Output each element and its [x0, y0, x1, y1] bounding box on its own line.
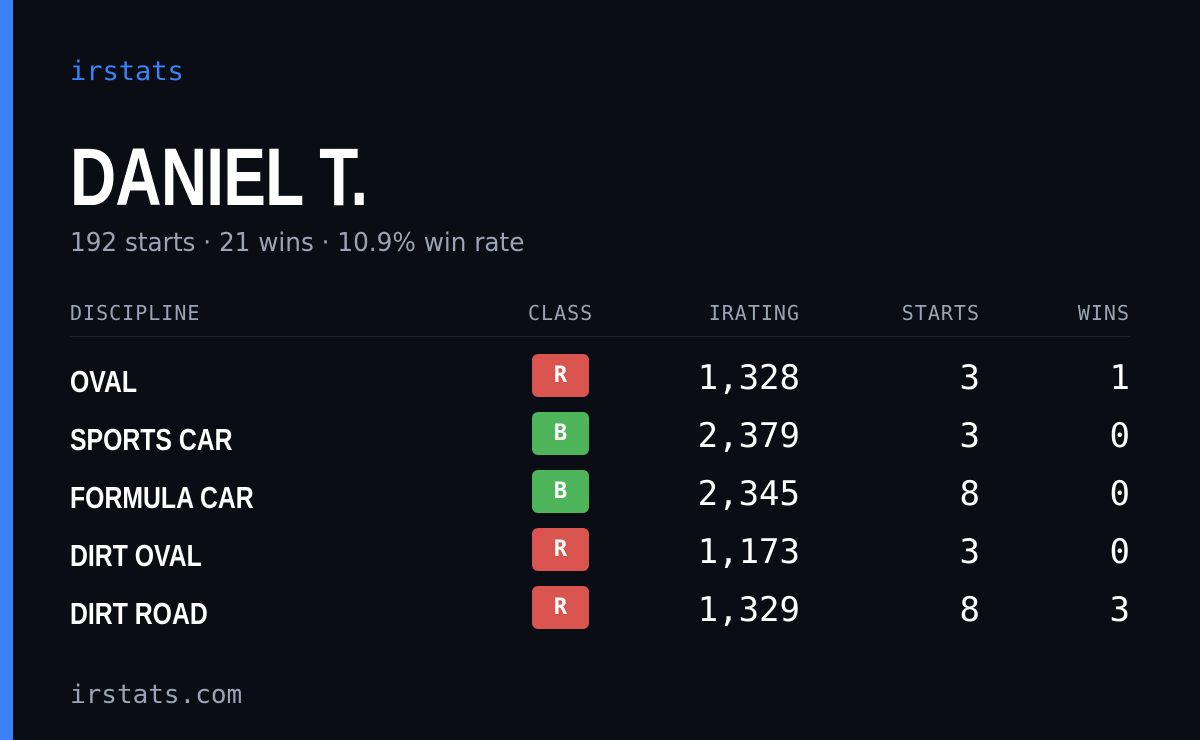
brand-logo-text: irstats	[70, 56, 184, 87]
wins-value: 0	[1109, 474, 1130, 514]
starts-value: 8	[959, 474, 980, 514]
irating-value: 2,379	[697, 416, 800, 456]
wins-value: 3	[1109, 590, 1130, 630]
accent-bar	[0, 0, 13, 740]
starts-value: 3	[959, 416, 980, 456]
class-badge: B	[532, 412, 589, 455]
stats-table: DISCIPLINE CLASS IRATING STARTS WINS OVA…	[70, 296, 1130, 644]
discipline-name: SPORTS CAR	[70, 422, 233, 457]
discipline-name: OVAL	[70, 364, 138, 399]
discipline-name: FORMULA CAR	[70, 480, 254, 515]
irating-value: 2,345	[697, 474, 800, 514]
table-row: FORMULA CAR B 2,345 8 0	[70, 470, 1130, 528]
header-starts: STARTS	[901, 301, 980, 325]
table-header: DISCIPLINE CLASS IRATING STARTS WINS	[70, 296, 1130, 337]
starts-value: 3	[959, 358, 980, 398]
starts-value: 3	[959, 532, 980, 572]
table-row: DIRT ROAD R 1,329 8 3	[70, 586, 1130, 644]
header-class: CLASS	[528, 301, 594, 325]
table-body: OVAL R 1,328 3 1 SPORTS CAR B 2,379 3 0 …	[70, 337, 1130, 644]
class-badge: R	[532, 528, 589, 571]
table-row: OVAL R 1,328 3 1	[70, 354, 1130, 412]
header-wins: WINS	[1077, 301, 1130, 325]
table-row: SPORTS CAR B 2,379 3 0	[70, 412, 1130, 470]
wins-value: 0	[1109, 416, 1130, 456]
wins-value: 1	[1109, 358, 1130, 398]
discipline-name: DIRT ROAD	[70, 596, 208, 631]
irating-value: 1,329	[697, 590, 800, 630]
footer-url: irstats.com	[70, 680, 243, 710]
class-badge: B	[532, 470, 589, 513]
header-irating: IRATING	[708, 301, 800, 325]
class-badge: R	[532, 586, 589, 629]
wins-value: 0	[1109, 532, 1130, 572]
irating-value: 1,173	[697, 532, 800, 572]
header-discipline: DISCIPLINE	[70, 301, 201, 325]
driver-name: DANIEL T.	[70, 132, 368, 223]
table-row: DIRT OVAL R 1,173 3 0	[70, 528, 1130, 586]
discipline-name: DIRT OVAL	[70, 538, 202, 573]
driver-summary: 192 starts · 21 wins · 10.9% win rate	[70, 228, 525, 258]
starts-value: 8	[959, 590, 980, 630]
irating-value: 1,328	[697, 358, 800, 398]
class-badge: R	[532, 354, 589, 397]
